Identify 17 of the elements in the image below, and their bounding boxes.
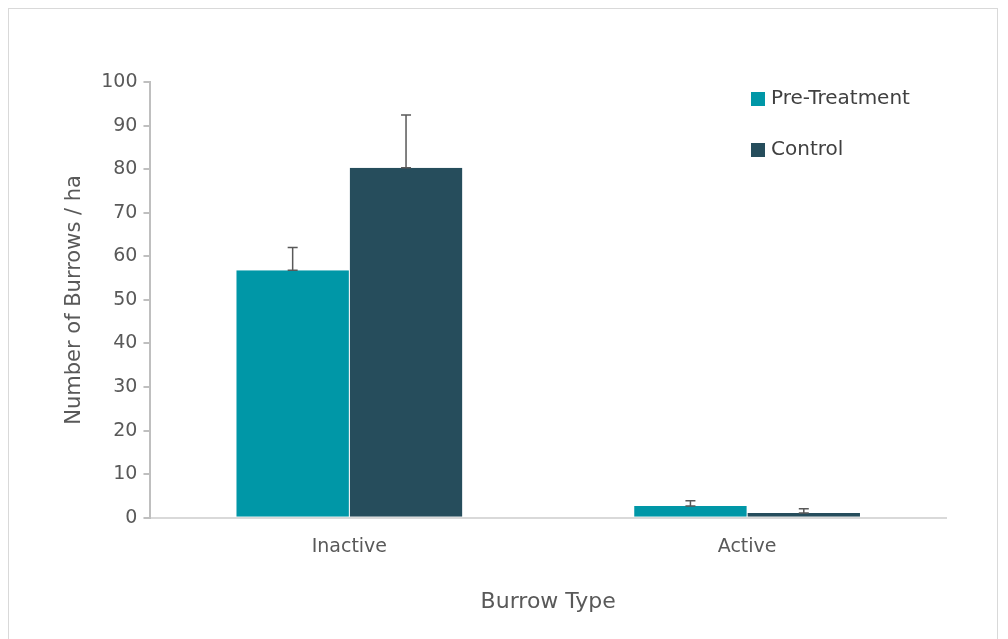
x-tick-label: Active (717, 534, 777, 557)
y-tick-label: 10 (113, 461, 138, 484)
x-axis-title: Burrow Type (480, 587, 616, 613)
y-tick-label: 0 (125, 504, 138, 527)
y-tick-label: 50 (113, 286, 138, 309)
y-tick-label: 30 (113, 374, 138, 396)
y-tick-label: 90 (113, 112, 138, 135)
y-tick-label: 70 (113, 199, 138, 222)
y-tick-label: 20 (113, 417, 138, 440)
y-tick-label: 60 (113, 243, 138, 266)
legend-label: Pre-Treatment (771, 85, 911, 110)
y-tick-label: 40 (113, 330, 138, 353)
y-tick-label: 80 (113, 156, 138, 179)
y-tick-label: 100 (101, 68, 138, 91)
legend-label: Control (771, 136, 844, 161)
x-tick-label: Inactive (311, 534, 388, 557)
y-axis-title: Number of Burrows / ha (61, 175, 86, 425)
